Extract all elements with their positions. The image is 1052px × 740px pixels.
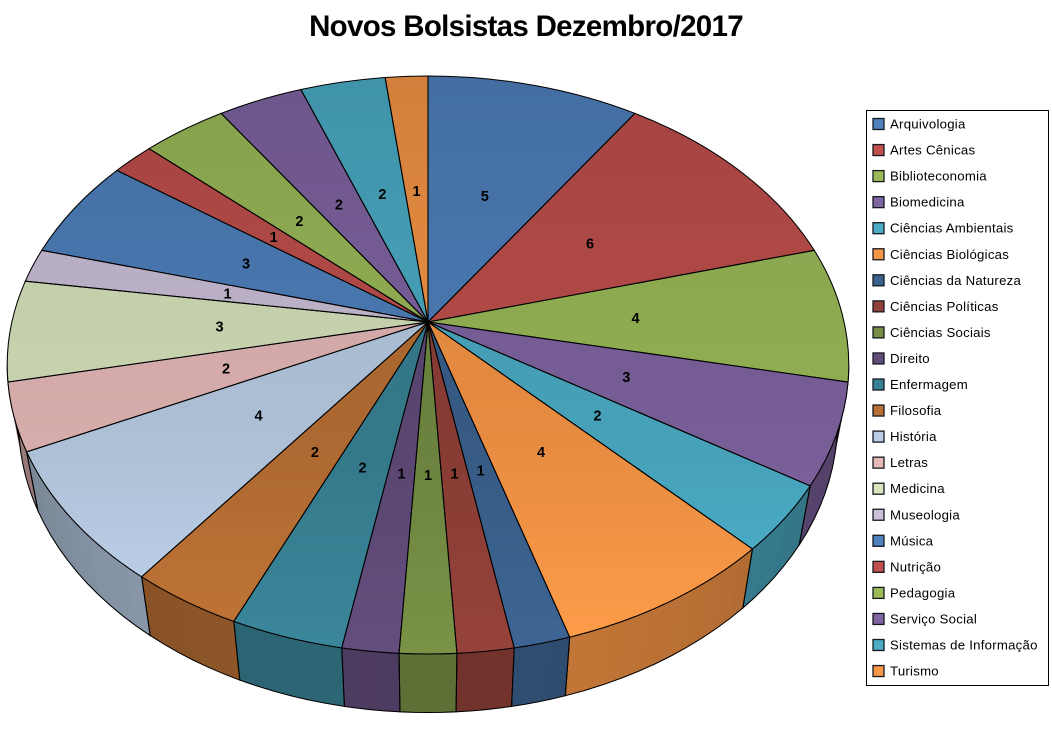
svg-text:3: 3 [622, 370, 630, 386]
svg-text:2: 2 [378, 187, 386, 203]
svg-text:1: 1 [477, 463, 485, 479]
svg-text:4: 4 [631, 311, 639, 327]
svg-text:3: 3 [242, 256, 250, 272]
svg-text:Artes Cênicas: Artes Cênicas [890, 143, 975, 158]
svg-text:Sistemas de Informação: Sistemas de Informação [890, 638, 1038, 653]
svg-text:Ciências Políticas: Ciências Políticas [890, 299, 999, 314]
svg-text:Ciências Ambientais: Ciências Ambientais [890, 221, 1014, 236]
svg-text:Turismo: Turismo [890, 664, 939, 679]
svg-text:Serviço Social: Serviço Social [890, 611, 977, 626]
svg-text:Museologia: Museologia [890, 507, 960, 522]
svg-text:Enfermagem: Enfermagem [890, 377, 968, 392]
svg-text:3: 3 [216, 319, 224, 335]
svg-text:2: 2 [359, 461, 367, 477]
svg-text:4: 4 [537, 445, 545, 461]
svg-text:1: 1 [223, 287, 231, 303]
svg-text:Nutrição: Nutrição [890, 559, 941, 574]
svg-text:2: 2 [222, 362, 230, 378]
svg-text:Filosofia: Filosofia [890, 403, 942, 418]
svg-text:6: 6 [586, 236, 594, 252]
svg-text:5: 5 [481, 189, 489, 205]
svg-text:4: 4 [254, 409, 262, 425]
svg-text:1: 1 [424, 468, 432, 484]
svg-text:Biomedicina: Biomedicina [890, 195, 965, 210]
svg-text:Novos Bolsistas Dezembro/2017: Novos Bolsistas Dezembro/2017 [309, 10, 743, 43]
svg-text:Ciências Sociais: Ciências Sociais [890, 325, 991, 340]
svg-text:História: História [890, 429, 937, 444]
svg-text:Ciências da Natureza: Ciências da Natureza [890, 273, 1021, 288]
svg-text:1: 1 [451, 467, 459, 483]
svg-text:Direito: Direito [890, 351, 930, 366]
svg-text:2: 2 [593, 409, 601, 425]
svg-text:Arquivologia: Arquivologia [890, 117, 966, 132]
svg-text:Pedagogia: Pedagogia [890, 585, 956, 600]
svg-text:Biblioteconomia: Biblioteconomia [890, 169, 987, 184]
svg-text:1: 1 [270, 230, 278, 246]
svg-text:Letras: Letras [890, 455, 928, 470]
svg-text:2: 2 [335, 197, 343, 213]
svg-text:1: 1 [412, 184, 420, 200]
svg-text:Música: Música [890, 533, 934, 548]
svg-text:2: 2 [311, 445, 319, 461]
svg-text:1: 1 [397, 467, 405, 483]
svg-text:Ciências Biológicas: Ciências Biológicas [890, 247, 1009, 262]
svg-text:2: 2 [295, 214, 303, 230]
svg-text:Medicina: Medicina [890, 481, 945, 496]
